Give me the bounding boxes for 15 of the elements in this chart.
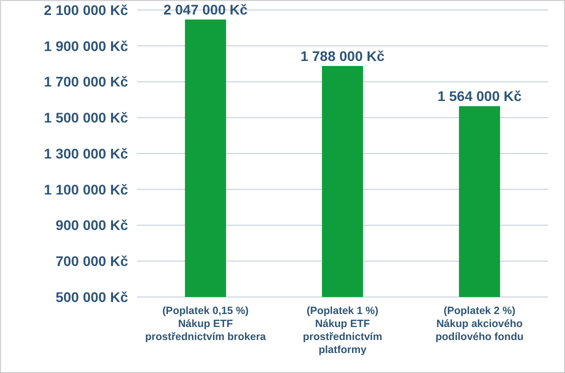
y-tick-label: 1 500 000 Kč bbox=[44, 110, 128, 126]
x-tick-label: (Poplatek 2 %) Nákup akciového podílového fondu bbox=[435, 305, 524, 343]
data-label: 1 788 000 Kč bbox=[300, 48, 385, 64]
y-tick-label: 2 100 000 Kč bbox=[44, 2, 128, 18]
data-label: 1 564 000 Kč bbox=[437, 88, 522, 104]
x-tick-label: (Poplatek 1 %) Nákup ETF prostřednictvím platformy bbox=[302, 305, 382, 356]
y-tick-label: 1 700 000 Kč bbox=[44, 74, 128, 90]
y-tick-label: 700 000 Kč bbox=[56, 253, 128, 270]
y-tick-label: 500 000 Kč bbox=[56, 288, 128, 305]
y-tick-label: 1 100 000 Kč bbox=[44, 181, 128, 198]
x-tick-label: (Poplatek 0,15 %) Nákup ETF prostřednictvím brokera bbox=[145, 305, 266, 343]
data-label: 2 047 000 Kč bbox=[163, 2, 248, 18]
y-tick-label: 1 300 000 Kč bbox=[44, 145, 128, 162]
y-tick-label: 900 000 Kč bbox=[56, 217, 128, 234]
y-tick-label: 1 900 000 Kč bbox=[44, 38, 128, 54]
